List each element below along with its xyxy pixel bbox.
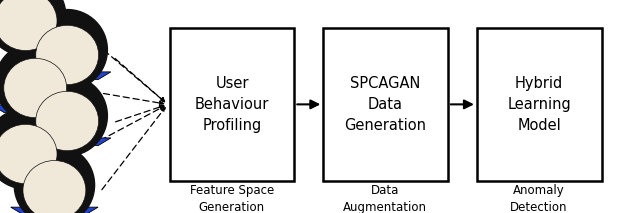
Ellipse shape <box>0 43 76 123</box>
Polygon shape <box>56 74 79 79</box>
Polygon shape <box>11 207 98 213</box>
Text: Feature Space
Generation: Feature Space Generation <box>189 184 274 213</box>
Ellipse shape <box>14 145 95 213</box>
Text: User
Behaviour
Profiling: User Behaviour Profiling <box>195 76 269 133</box>
Text: Anomaly
Detection: Anomaly Detection <box>510 184 568 213</box>
Ellipse shape <box>0 0 66 56</box>
Text: SPCAGAN
Data
Generation: SPCAGAN Data Generation <box>344 76 427 133</box>
Polygon shape <box>14 173 37 178</box>
FancyBboxPatch shape <box>477 28 602 181</box>
Ellipse shape <box>36 91 99 151</box>
Polygon shape <box>24 138 111 145</box>
Ellipse shape <box>0 109 66 189</box>
Ellipse shape <box>27 10 108 90</box>
Ellipse shape <box>23 161 86 213</box>
FancyBboxPatch shape <box>170 28 294 181</box>
Polygon shape <box>24 72 111 79</box>
Polygon shape <box>0 171 69 178</box>
Text: Hybrid
Learning
Model: Hybrid Learning Model <box>508 76 571 133</box>
Text: Data
Augmentation: Data Augmentation <box>343 184 428 213</box>
Polygon shape <box>0 38 69 45</box>
Polygon shape <box>43 209 66 213</box>
FancyBboxPatch shape <box>323 28 448 181</box>
Ellipse shape <box>0 124 57 184</box>
Polygon shape <box>0 105 79 112</box>
Polygon shape <box>14 40 37 45</box>
Ellipse shape <box>0 0 57 51</box>
Polygon shape <box>56 140 79 145</box>
Ellipse shape <box>27 76 108 156</box>
Polygon shape <box>24 107 47 112</box>
Ellipse shape <box>4 58 67 118</box>
Ellipse shape <box>36 25 99 85</box>
